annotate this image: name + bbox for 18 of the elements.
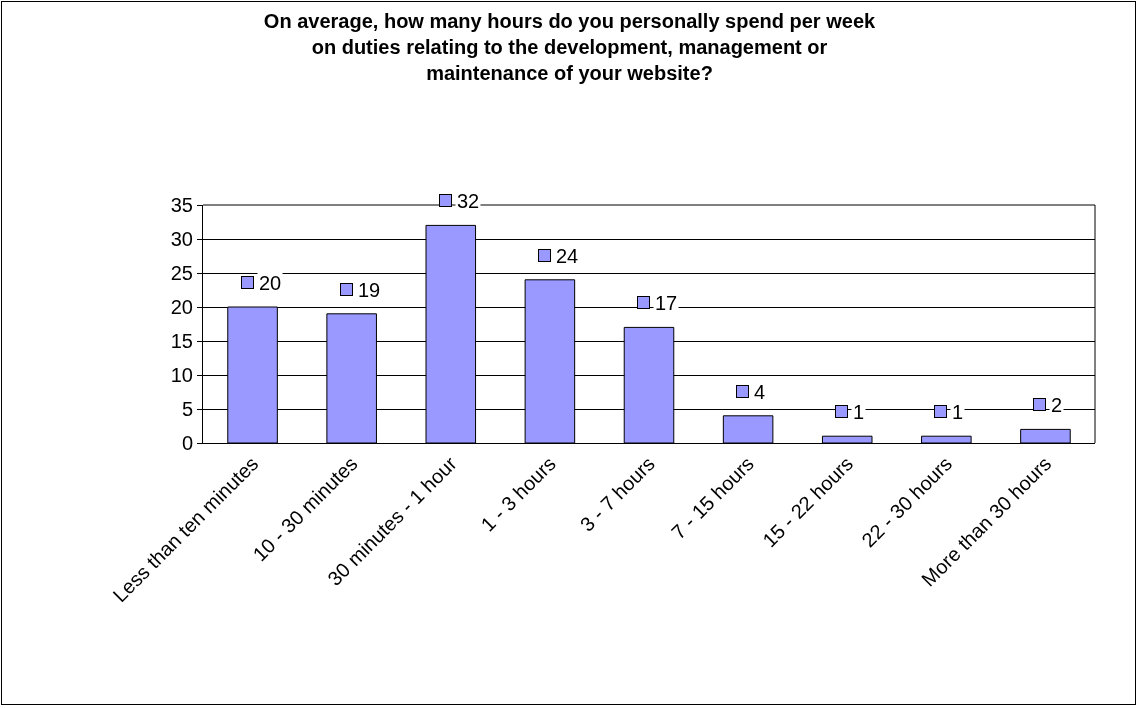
data-label: 20 (259, 272, 282, 294)
y-tick-label: 15 (170, 330, 193, 352)
y-tick-label: 5 (181, 398, 193, 420)
chart-title: On average, how many hours do you personally spend per week on duties relating to the development, management or maintenance of your website? (263, 10, 877, 85)
data-label: 19 (358, 279, 381, 301)
y-tick-label: 25 (170, 262, 193, 284)
data-label: 2 (1051, 394, 1063, 416)
y-tick-label: 0 (181, 432, 193, 454)
y-tick-label: 35 (170, 194, 193, 216)
data-label: 1 (952, 401, 964, 423)
data-label: 4 (754, 381, 766, 403)
y-tick-label: 20 (170, 296, 193, 318)
y-tick-label: 30 (170, 228, 193, 250)
y-tick-label: 10 (170, 364, 193, 386)
data-label: 24 (556, 245, 579, 267)
data-label: 17 (655, 292, 678, 314)
data-label: 32 (457, 190, 480, 212)
data-label: 1 (853, 401, 865, 423)
